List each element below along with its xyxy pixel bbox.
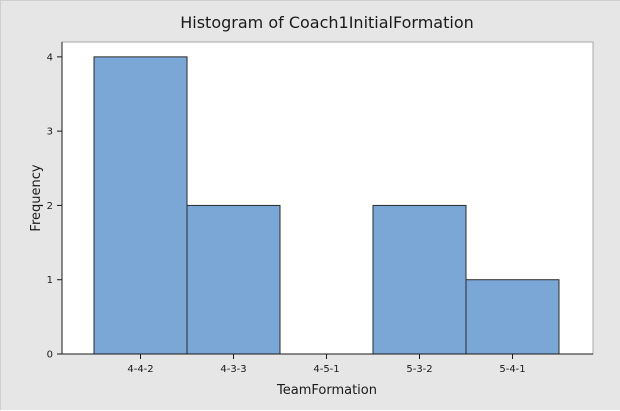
- x-ticks-group: 4-4-2 4-3-3 4-5-1 5-3-2 5-4-1: [127, 354, 526, 375]
- y-tick-label: 4: [47, 52, 53, 63]
- chart-title: Histogram of Coach1InitialFormation: [180, 13, 474, 32]
- bar-5-3-2: [372, 204, 467, 355]
- y-axis-title: Frequency: [29, 164, 44, 231]
- x-tick-label: 4-5-1: [313, 364, 339, 375]
- x-tick-label: 4-4-2: [127, 364, 153, 375]
- x-tick-label: 4-3-3: [220, 364, 246, 375]
- x-tick-label: 5-4-1: [499, 364, 525, 375]
- y-tick-label: 3: [47, 127, 53, 138]
- bar-4-4-2: [93, 56, 188, 355]
- x-tick-label: 5-3-2: [406, 364, 432, 375]
- y-tick-label: 1: [47, 275, 53, 286]
- y-tick-label: 2: [47, 201, 53, 212]
- bar-5-4-1: [465, 279, 560, 355]
- bar-4-3-3: [186, 204, 281, 355]
- y-tick-label: 0: [47, 350, 53, 361]
- x-axis-title: TeamFormation: [276, 383, 377, 398]
- y-ticks-group: 0 1 2 3 4: [47, 52, 62, 361]
- bars-group: [93, 56, 560, 355]
